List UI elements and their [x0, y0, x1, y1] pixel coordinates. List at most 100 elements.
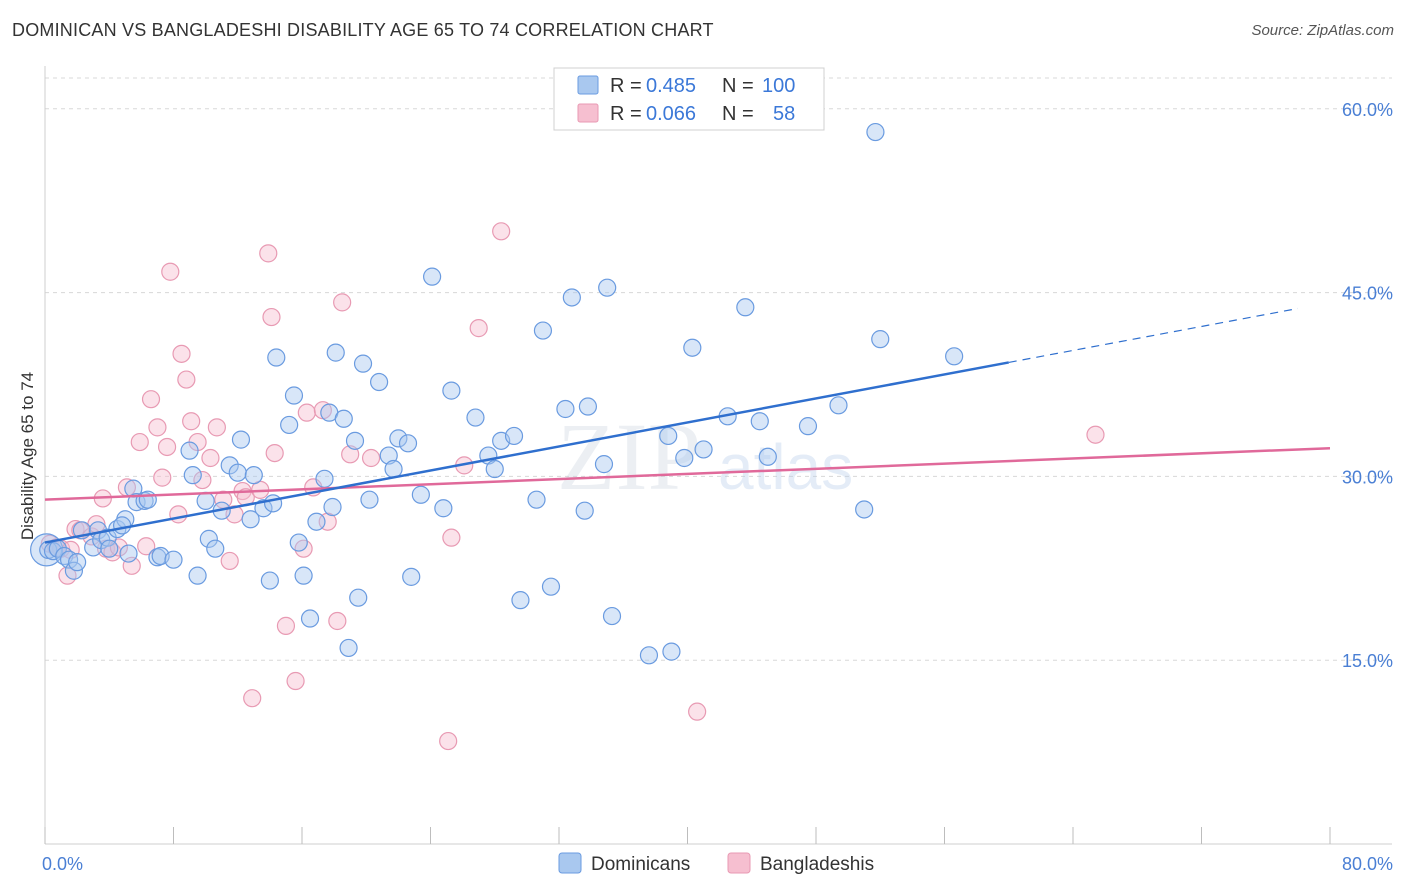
data-point-dominicans — [434, 499, 453, 518]
data-point-dominicans — [68, 553, 87, 572]
trend-lines — [44, 307, 1331, 544]
data-point-dominicans — [379, 446, 398, 465]
bottom-legend-label-dominicans: Dominicans — [591, 854, 690, 875]
data-point-dominicans — [307, 512, 326, 531]
data-point-dominicans — [442, 381, 461, 400]
data-point-dominicans — [100, 539, 119, 558]
tick-labels: 15.0% 30.0% 45.0% 60.0% 0.0% 80.0% — [42, 100, 1393, 874]
data-point-dominicans — [267, 348, 286, 367]
legend-r-label: R = — [610, 103, 642, 125]
data-point-bangladeshis — [220, 551, 239, 571]
data-point-bangladeshis — [193, 470, 212, 490]
data-point-bangladeshis — [157, 437, 177, 457]
data-point-dominicans — [402, 567, 421, 586]
data-point-bangladeshis — [201, 448, 220, 468]
data-point-dominicans — [289, 533, 308, 552]
data-point-bangladeshis — [286, 671, 305, 691]
data-point-dominicans — [736, 298, 755, 317]
data-point-bangladeshis — [161, 262, 180, 281]
data-point-bangladeshis — [341, 445, 360, 464]
data-point-bangladeshis — [182, 412, 201, 431]
legend-n-label: N = — [722, 75, 754, 97]
data-point-dominicans — [758, 447, 777, 466]
data-point-bangladeshis — [439, 731, 458, 751]
data-point-dominicans — [300, 609, 320, 628]
bottom-legend-swatch-bangladeshis — [727, 852, 751, 874]
data-point-dominicans — [280, 415, 299, 435]
chart-title: DOMINICAN VS BANGLADESHI DISABILITY AGE … — [12, 20, 714, 40]
data-point-dominicans — [639, 646, 659, 665]
data-point-dominicans — [598, 278, 617, 297]
data-point-dominicans — [485, 459, 504, 479]
data-point-dominicans — [228, 463, 247, 482]
data-point-dominicans — [659, 426, 678, 446]
data-point-dominicans — [384, 459, 403, 479]
data-point-bangladeshis — [333, 293, 352, 312]
data-point-dominicans — [349, 588, 368, 607]
source-credit: Source: ZipAtlas.com — [1251, 22, 1394, 39]
grid-lines — [45, 77, 1392, 661]
series-legend: Dominicans Bangladeshis — [558, 852, 874, 875]
data-point-dominicans — [398, 434, 418, 453]
data-point-dominicans — [527, 490, 546, 509]
data-point-dominicans — [119, 544, 138, 563]
data-point-dominicans — [241, 510, 260, 529]
series-dominicans-points — [30, 122, 964, 665]
data-point-dominicans — [199, 529, 218, 548]
data-point-dominicans — [389, 429, 408, 448]
y-tick-label: 15.0% — [1342, 651, 1393, 671]
data-point-bangladeshis — [265, 443, 284, 463]
data-point-dominicans — [231, 430, 251, 449]
data-point-dominicans — [206, 539, 225, 558]
trend-line-dominicans-extension — [1008, 307, 1298, 364]
x-tick-label: 0.0% — [42, 854, 83, 874]
data-point-dominicans — [562, 288, 581, 307]
y-axis-label: Disability Age 65 to 74 — [18, 372, 37, 540]
data-point-dominicans — [556, 399, 575, 419]
legend-r-value: 0.485 — [646, 75, 696, 97]
data-point-dominicans — [541, 577, 561, 596]
y-tick-label: 30.0% — [1342, 467, 1393, 487]
data-point-dominicans — [345, 431, 365, 450]
data-point-dominicans — [411, 485, 430, 504]
trend-line-dominicans — [44, 361, 1009, 544]
watermark-zip: ZIP — [557, 403, 701, 510]
data-point-dominicans — [294, 566, 313, 585]
legend-n-value: 58 — [773, 103, 795, 125]
y-tick-label: 45.0% — [1342, 284, 1393, 304]
data-point-bangladeshis — [328, 611, 347, 631]
data-point-dominicans — [254, 499, 273, 518]
data-point-dominicans — [323, 497, 342, 517]
legend-r-value: 0.066 — [646, 103, 696, 125]
data-point-bangladeshis — [294, 539, 313, 558]
data-point-bangladeshis — [259, 244, 278, 263]
data-point-dominicans — [829, 396, 848, 415]
data-point-bangladeshis — [177, 370, 196, 389]
data-point-bangladeshis — [262, 307, 281, 327]
data-point-dominicans — [43, 542, 63, 561]
data-point-dominicans — [326, 343, 345, 362]
data-point-dominicans — [511, 591, 530, 610]
bottom-legend-swatch-dominicans — [558, 852, 582, 874]
data-point-bangladeshis — [1086, 425, 1105, 444]
data-point-dominicans — [188, 566, 207, 585]
legend-n-label: N = — [722, 103, 754, 125]
data-point-dominicans — [315, 469, 334, 488]
data-point-dominicans — [353, 354, 373, 373]
data-point-dominicans — [533, 321, 553, 340]
data-point-bangladeshis — [148, 418, 167, 437]
legend-swatch-dominicans — [577, 75, 599, 95]
data-point-dominicans — [263, 494, 283, 513]
data-point-dominicans — [138, 490, 157, 509]
data-point-bangladeshis — [137, 537, 156, 556]
data-point-bangladeshis — [276, 616, 296, 635]
legend-swatch-bangladeshis — [577, 103, 599, 123]
data-point-dominicans — [855, 500, 874, 519]
data-point-bangladeshis — [442, 528, 461, 547]
x-tick-label: 80.0% — [1342, 854, 1393, 874]
trend-line-bangladeshis — [44, 446, 1331, 501]
data-point-dominicans — [284, 386, 304, 405]
legend-n-value: 100 — [762, 75, 795, 97]
data-point-bangladeshis — [297, 403, 316, 422]
y-tick-label: 60.0% — [1342, 100, 1393, 120]
